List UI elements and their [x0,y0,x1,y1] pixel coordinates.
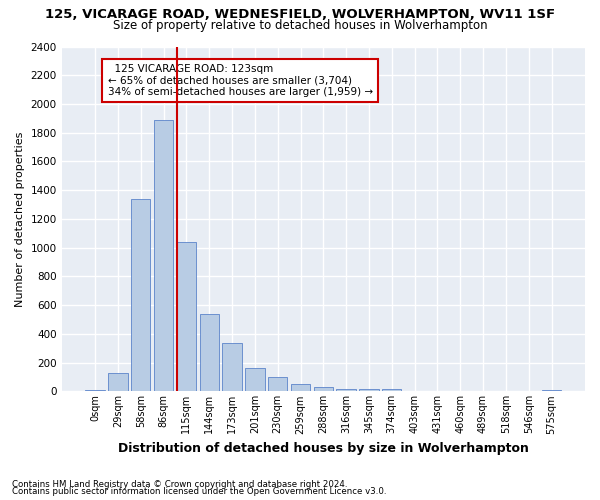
Bar [268,377,287,392]
Bar [405,390,424,392]
Bar [337,388,356,392]
Text: Contains public sector information licensed under the Open Government Licence v3: Contains public sector information licen… [12,487,386,496]
Text: 125, VICARAGE ROAD, WEDNESFIELD, WOLVERHAMPTON, WV11 1SF: 125, VICARAGE ROAD, WEDNESFIELD, WOLVERH… [45,8,555,20]
Bar [85,390,105,392]
Bar [451,390,470,392]
X-axis label: Distribution of detached houses by size in Wolverhampton: Distribution of detached houses by size … [118,442,529,455]
Y-axis label: Number of detached properties: Number of detached properties [15,132,25,306]
Bar [291,384,310,392]
Bar [245,368,265,392]
Text: Contains HM Land Registry data © Crown copyright and database right 2024.: Contains HM Land Registry data © Crown c… [12,480,347,489]
Bar [154,120,173,392]
Bar [223,342,242,392]
Bar [200,314,219,392]
Text: Size of property relative to detached houses in Wolverhampton: Size of property relative to detached ho… [113,18,487,32]
Bar [382,389,401,392]
Bar [131,199,151,392]
Text: 125 VICARAGE ROAD: 123sqm
← 65% of detached houses are smaller (3,704)
34% of se: 125 VICARAGE ROAD: 123sqm ← 65% of detac… [108,64,373,97]
Bar [314,387,333,392]
Bar [108,374,128,392]
Bar [359,389,379,392]
Bar [542,390,561,392]
Bar [177,242,196,392]
